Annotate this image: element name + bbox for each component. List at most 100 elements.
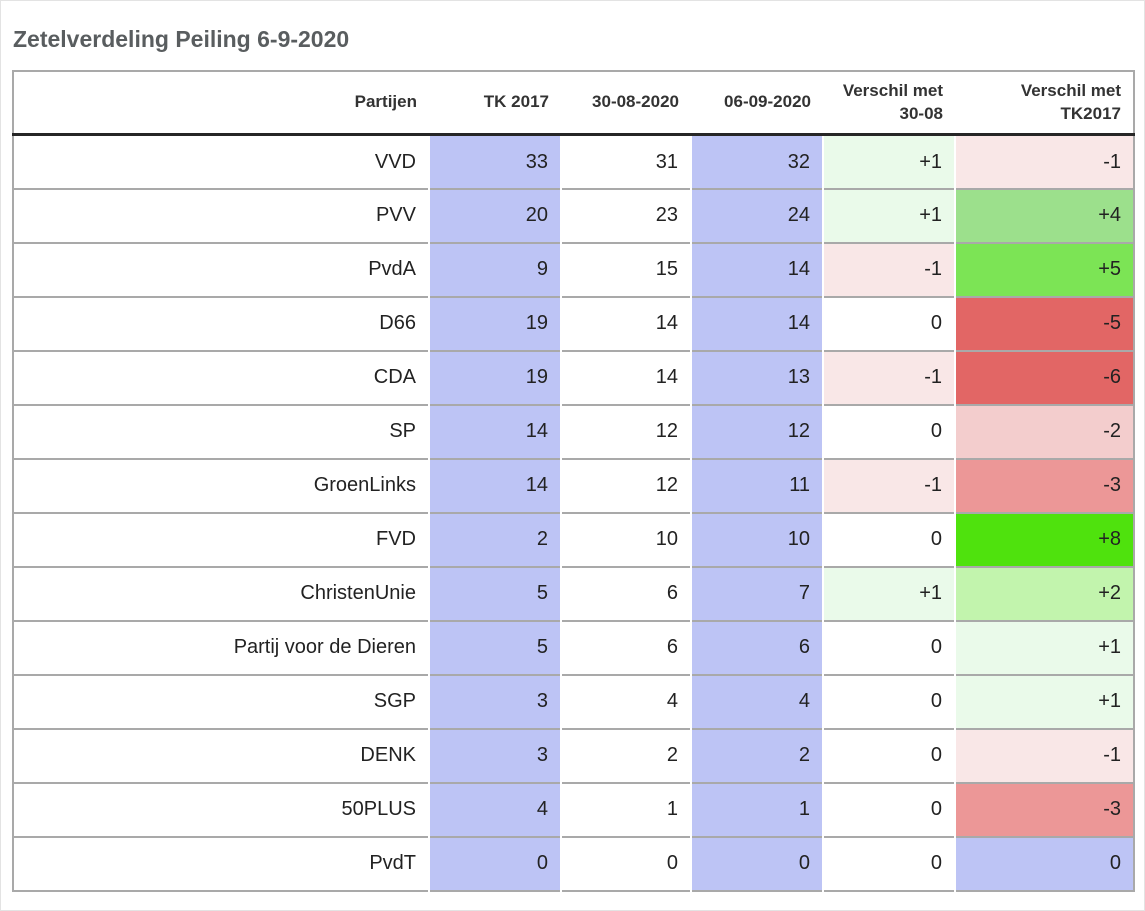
- tk2017-seats: 14: [428, 457, 561, 513]
- poll-3008-seats: 14: [560, 349, 691, 405]
- header-label: Verschil met: [842, 80, 943, 100]
- diff-vs-3008: +1: [822, 133, 955, 189]
- header-row: Partijen TK 2017 30-08-2020 06-09-2020 V…: [13, 70, 1134, 137]
- tk2017-seats: 20: [428, 187, 561, 243]
- poll-3008-seats: 10: [560, 511, 691, 567]
- header-label: Verschil met: [1020, 80, 1121, 100]
- poll-0609-seats: 1: [690, 781, 823, 837]
- diff-vs-3008: 0: [822, 619, 955, 675]
- poll-0609-seats: 10: [690, 511, 823, 567]
- table-row: SP 14 12 12 0 -2: [13, 403, 1134, 459]
- diff-vs-tk2017: +1: [954, 619, 1134, 675]
- diff-vs-tk2017: -2: [954, 403, 1134, 459]
- table-row: FVD 2 10 10 0 +8: [13, 511, 1134, 567]
- tk2017-seats: 4: [428, 781, 561, 837]
- column-header-tk2017: TK 2017: [429, 70, 561, 137]
- poll-3008-seats: 2: [560, 727, 691, 783]
- table-row: Partij voor de Dieren 5 6 6 0 +1: [13, 619, 1134, 675]
- poll-3008-seats: 1: [560, 781, 691, 837]
- diff-vs-3008: +1: [822, 565, 955, 621]
- party-name: PvdA: [13, 241, 429, 297]
- tk2017-seats: 14: [428, 403, 561, 459]
- party-name: CDA: [13, 349, 429, 405]
- party-name: SP: [13, 403, 429, 459]
- poll-3008-seats: 6: [560, 565, 691, 621]
- poll-3008-seats: 0: [560, 835, 691, 891]
- tk2017-seats: 5: [428, 619, 561, 675]
- table-row: PVV 20 23 24 +1 +4: [13, 187, 1134, 243]
- column-header-verschil-tk2017: Verschil met TK2017: [955, 70, 1134, 137]
- party-name: PvdT: [13, 835, 429, 891]
- poll-0609-seats: 7: [690, 565, 823, 621]
- tk2017-seats: 5: [428, 565, 561, 621]
- poll-0609-seats: 4: [690, 673, 823, 729]
- diff-vs-3008: -1: [822, 457, 955, 513]
- header-label: TK2017: [1060, 103, 1121, 123]
- poll-3008-seats: 31: [560, 133, 691, 189]
- table-row: PvdT 0 0 0 0 0: [13, 835, 1134, 891]
- diff-vs-3008: 0: [822, 781, 955, 837]
- diff-vs-3008: 0: [822, 295, 955, 351]
- poll-0609-seats: 2: [690, 727, 823, 783]
- poll-3008-seats: 23: [560, 187, 691, 243]
- poll-0609-seats: 0: [690, 835, 823, 891]
- party-name: PVV: [13, 187, 429, 243]
- diff-vs-3008: 0: [822, 511, 955, 567]
- poll-0609-seats: 6: [690, 619, 823, 675]
- diff-vs-tk2017: -1: [954, 727, 1134, 783]
- tk2017-seats: 2: [428, 511, 561, 567]
- tk2017-seats: 19: [428, 349, 561, 405]
- tk2017-seats: 9: [428, 241, 561, 297]
- column-header-06-09-2020: 06-09-2020: [691, 70, 823, 137]
- diff-vs-tk2017: +5: [954, 241, 1134, 297]
- header-label: Partijen: [354, 92, 417, 112]
- column-header-partijen: Partijen: [13, 70, 429, 137]
- poll-3008-seats: 12: [560, 457, 691, 513]
- poll-0609-seats: 14: [690, 241, 823, 297]
- table-row: D66 19 14 14 0 -5: [13, 295, 1134, 351]
- tk2017-seats: 19: [428, 295, 561, 351]
- header-label: TK 2017: [483, 92, 549, 112]
- column-header-30-08-2020: 30-08-2020: [561, 70, 691, 137]
- diff-vs-tk2017: -3: [954, 781, 1134, 837]
- party-name: FVD: [13, 511, 429, 567]
- diff-vs-3008: +1: [822, 187, 955, 243]
- table-row: SGP 3 4 4 0 +1: [13, 673, 1134, 729]
- table-row: 50PLUS 4 1 1 0 -3: [13, 781, 1134, 837]
- diff-vs-3008: -1: [822, 241, 955, 297]
- party-name: Partij voor de Dieren: [13, 619, 429, 675]
- diff-vs-tk2017: -1: [954, 133, 1134, 189]
- party-name: ChristenUnie: [13, 565, 429, 621]
- table-body: VVD 33 31 32 +1 -1 PVV 20 23 24 +1 +4 PvdA 9 15 14 -1 +5 D…: [13, 133, 1134, 891]
- diff-vs-tk2017: +1: [954, 673, 1134, 729]
- table-row: DENK 3 2 2 0 -1: [13, 727, 1134, 783]
- column-header-verschil-30-08: Verschil met 30-08: [823, 70, 955, 137]
- diff-vs-tk2017: +4: [954, 187, 1134, 243]
- poll-3008-seats: 12: [560, 403, 691, 459]
- poll-3008-seats: 4: [560, 673, 691, 729]
- poll-0609-seats: 13: [690, 349, 823, 405]
- diff-vs-tk2017: -6: [954, 349, 1134, 405]
- polling-table: Partijen TK 2017 30-08-2020 06-09-2020 V…: [12, 69, 1135, 892]
- diff-vs-tk2017: -5: [954, 295, 1134, 351]
- diff-vs-3008: 0: [822, 727, 955, 783]
- diff-vs-tk2017: -3: [954, 457, 1134, 513]
- poll-0609-seats: 11: [690, 457, 823, 513]
- table-row: CDA 19 14 13 -1 -6: [13, 349, 1134, 405]
- tk2017-seats: 3: [428, 673, 561, 729]
- poll-0609-seats: 12: [690, 403, 823, 459]
- party-name: VVD: [13, 133, 429, 189]
- diff-vs-3008: -1: [822, 349, 955, 405]
- page: Zetelverdeling Peiling 6-9-2020 Partijen…: [1, 1, 1144, 892]
- diff-vs-tk2017: +2: [954, 565, 1134, 621]
- page-title: Zetelverdeling Peiling 6-9-2020: [13, 26, 350, 52]
- tk2017-seats: 3: [428, 727, 561, 783]
- poll-0609-seats: 14: [690, 295, 823, 351]
- table-row: VVD 33 31 32 +1 -1: [13, 133, 1134, 189]
- party-name: GroenLinks: [13, 457, 429, 513]
- table-row: ChristenUnie 5 6 7 +1 +2: [13, 565, 1134, 621]
- diff-vs-3008: 0: [822, 835, 955, 891]
- poll-3008-seats: 15: [560, 241, 691, 297]
- poll-0609-seats: 24: [690, 187, 823, 243]
- header-label: 30-08-2020: [592, 92, 679, 112]
